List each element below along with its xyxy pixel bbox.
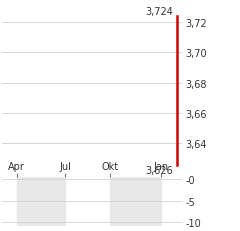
Bar (17, 177, 65, 226)
Bar (110, 177, 161, 226)
Text: 3,626: 3,626 (146, 165, 173, 175)
Text: 3,724: 3,724 (145, 7, 173, 17)
